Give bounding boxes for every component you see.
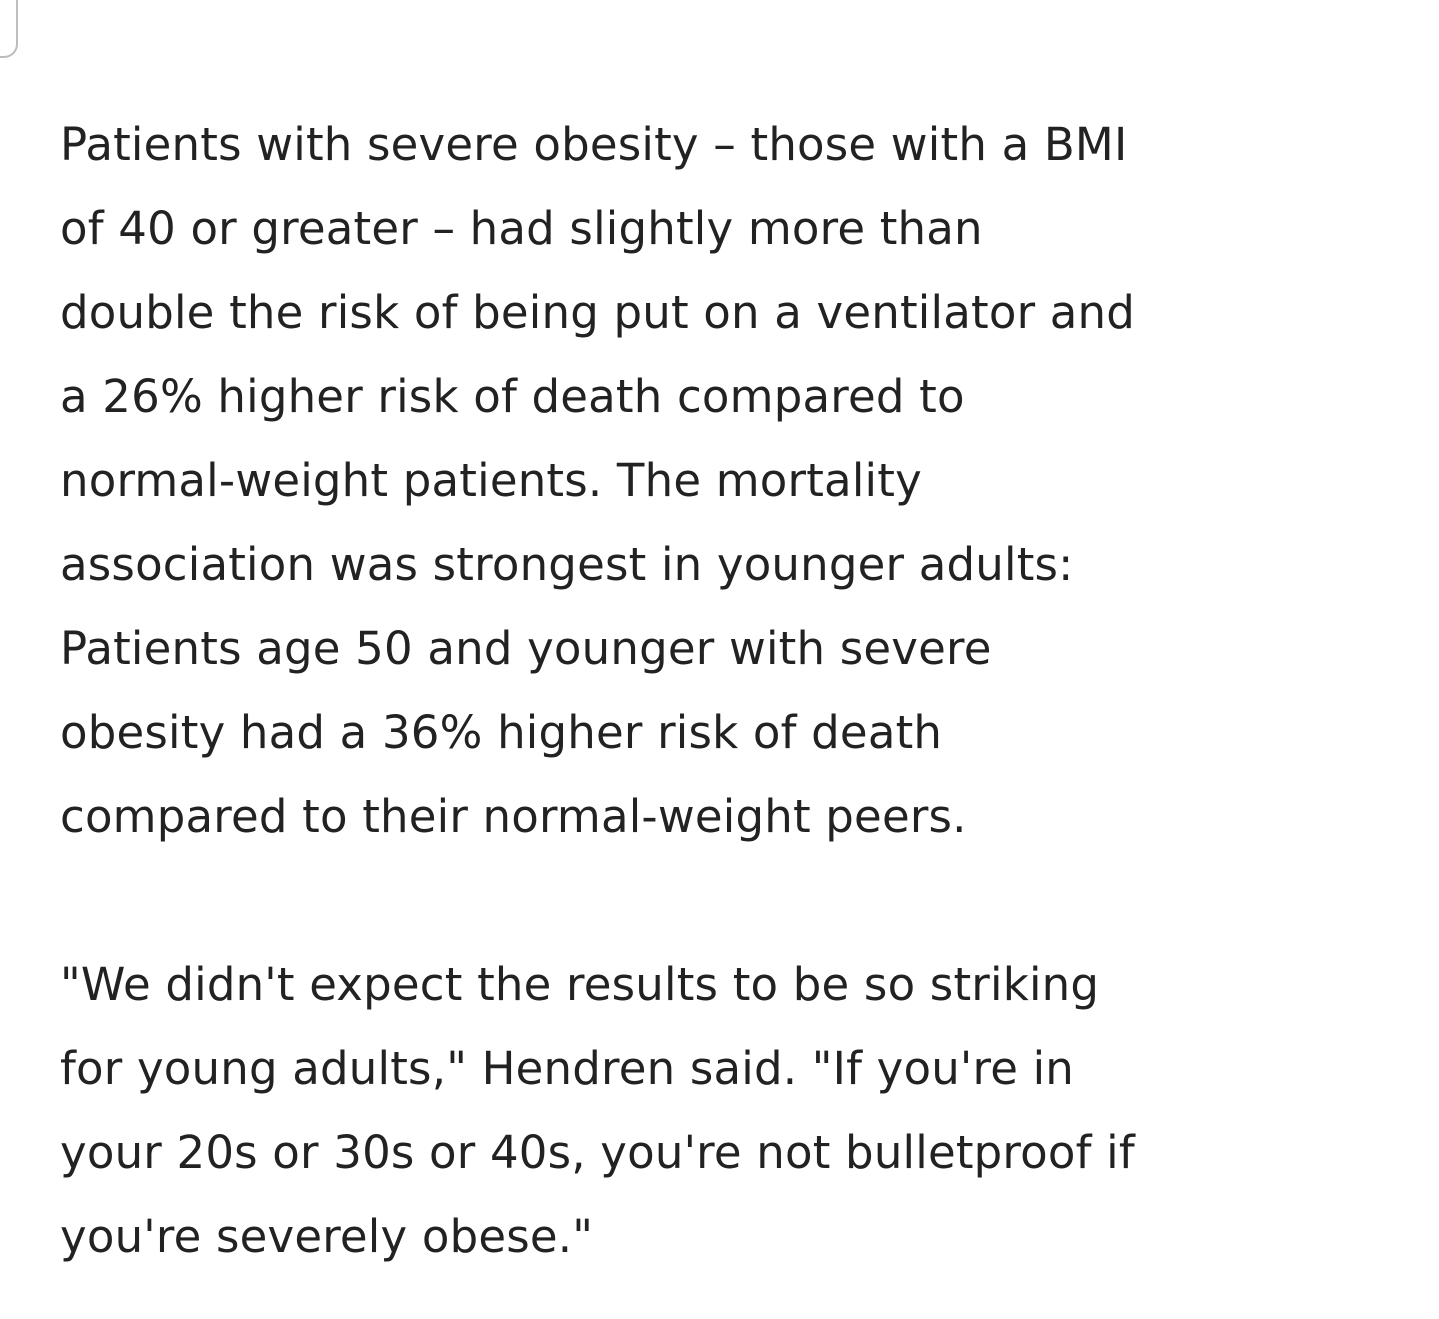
- cut-off-card: [0, 0, 18, 58]
- text-line: Patients with severe obesity – those wit…: [60, 118, 1128, 171]
- text-line: you're severely obese.": [60, 1210, 594, 1263]
- paragraph: Patients with severe obesity – those wit…: [60, 103, 1420, 859]
- text-line: compared to their normal-weight peers.: [60, 790, 967, 843]
- text-line: of 40 or greater – had slightly more tha…: [60, 202, 983, 255]
- text-line: association was strongest in younger adu…: [60, 538, 1074, 591]
- text-line: double the risk of being put on a ventil…: [60, 286, 1136, 339]
- text-line: normal-weight patients. The mortality: [60, 454, 922, 507]
- text-line: your 20s or 30s or 40s, you're not bulle…: [60, 1126, 1135, 1179]
- text-line: "We didn't expect the results to be so s…: [60, 958, 1100, 1011]
- text-line: a 26% higher risk of death compared to: [60, 370, 965, 423]
- text-line: Patients age 50 and younger with severe: [60, 622, 992, 675]
- paragraph: "We didn't expect the results to be so s…: [60, 943, 1420, 1279]
- text-line: for young adults," Hendren said. "If you…: [60, 1042, 1075, 1095]
- text-line: obesity had a 36% higher risk of death: [60, 706, 943, 759]
